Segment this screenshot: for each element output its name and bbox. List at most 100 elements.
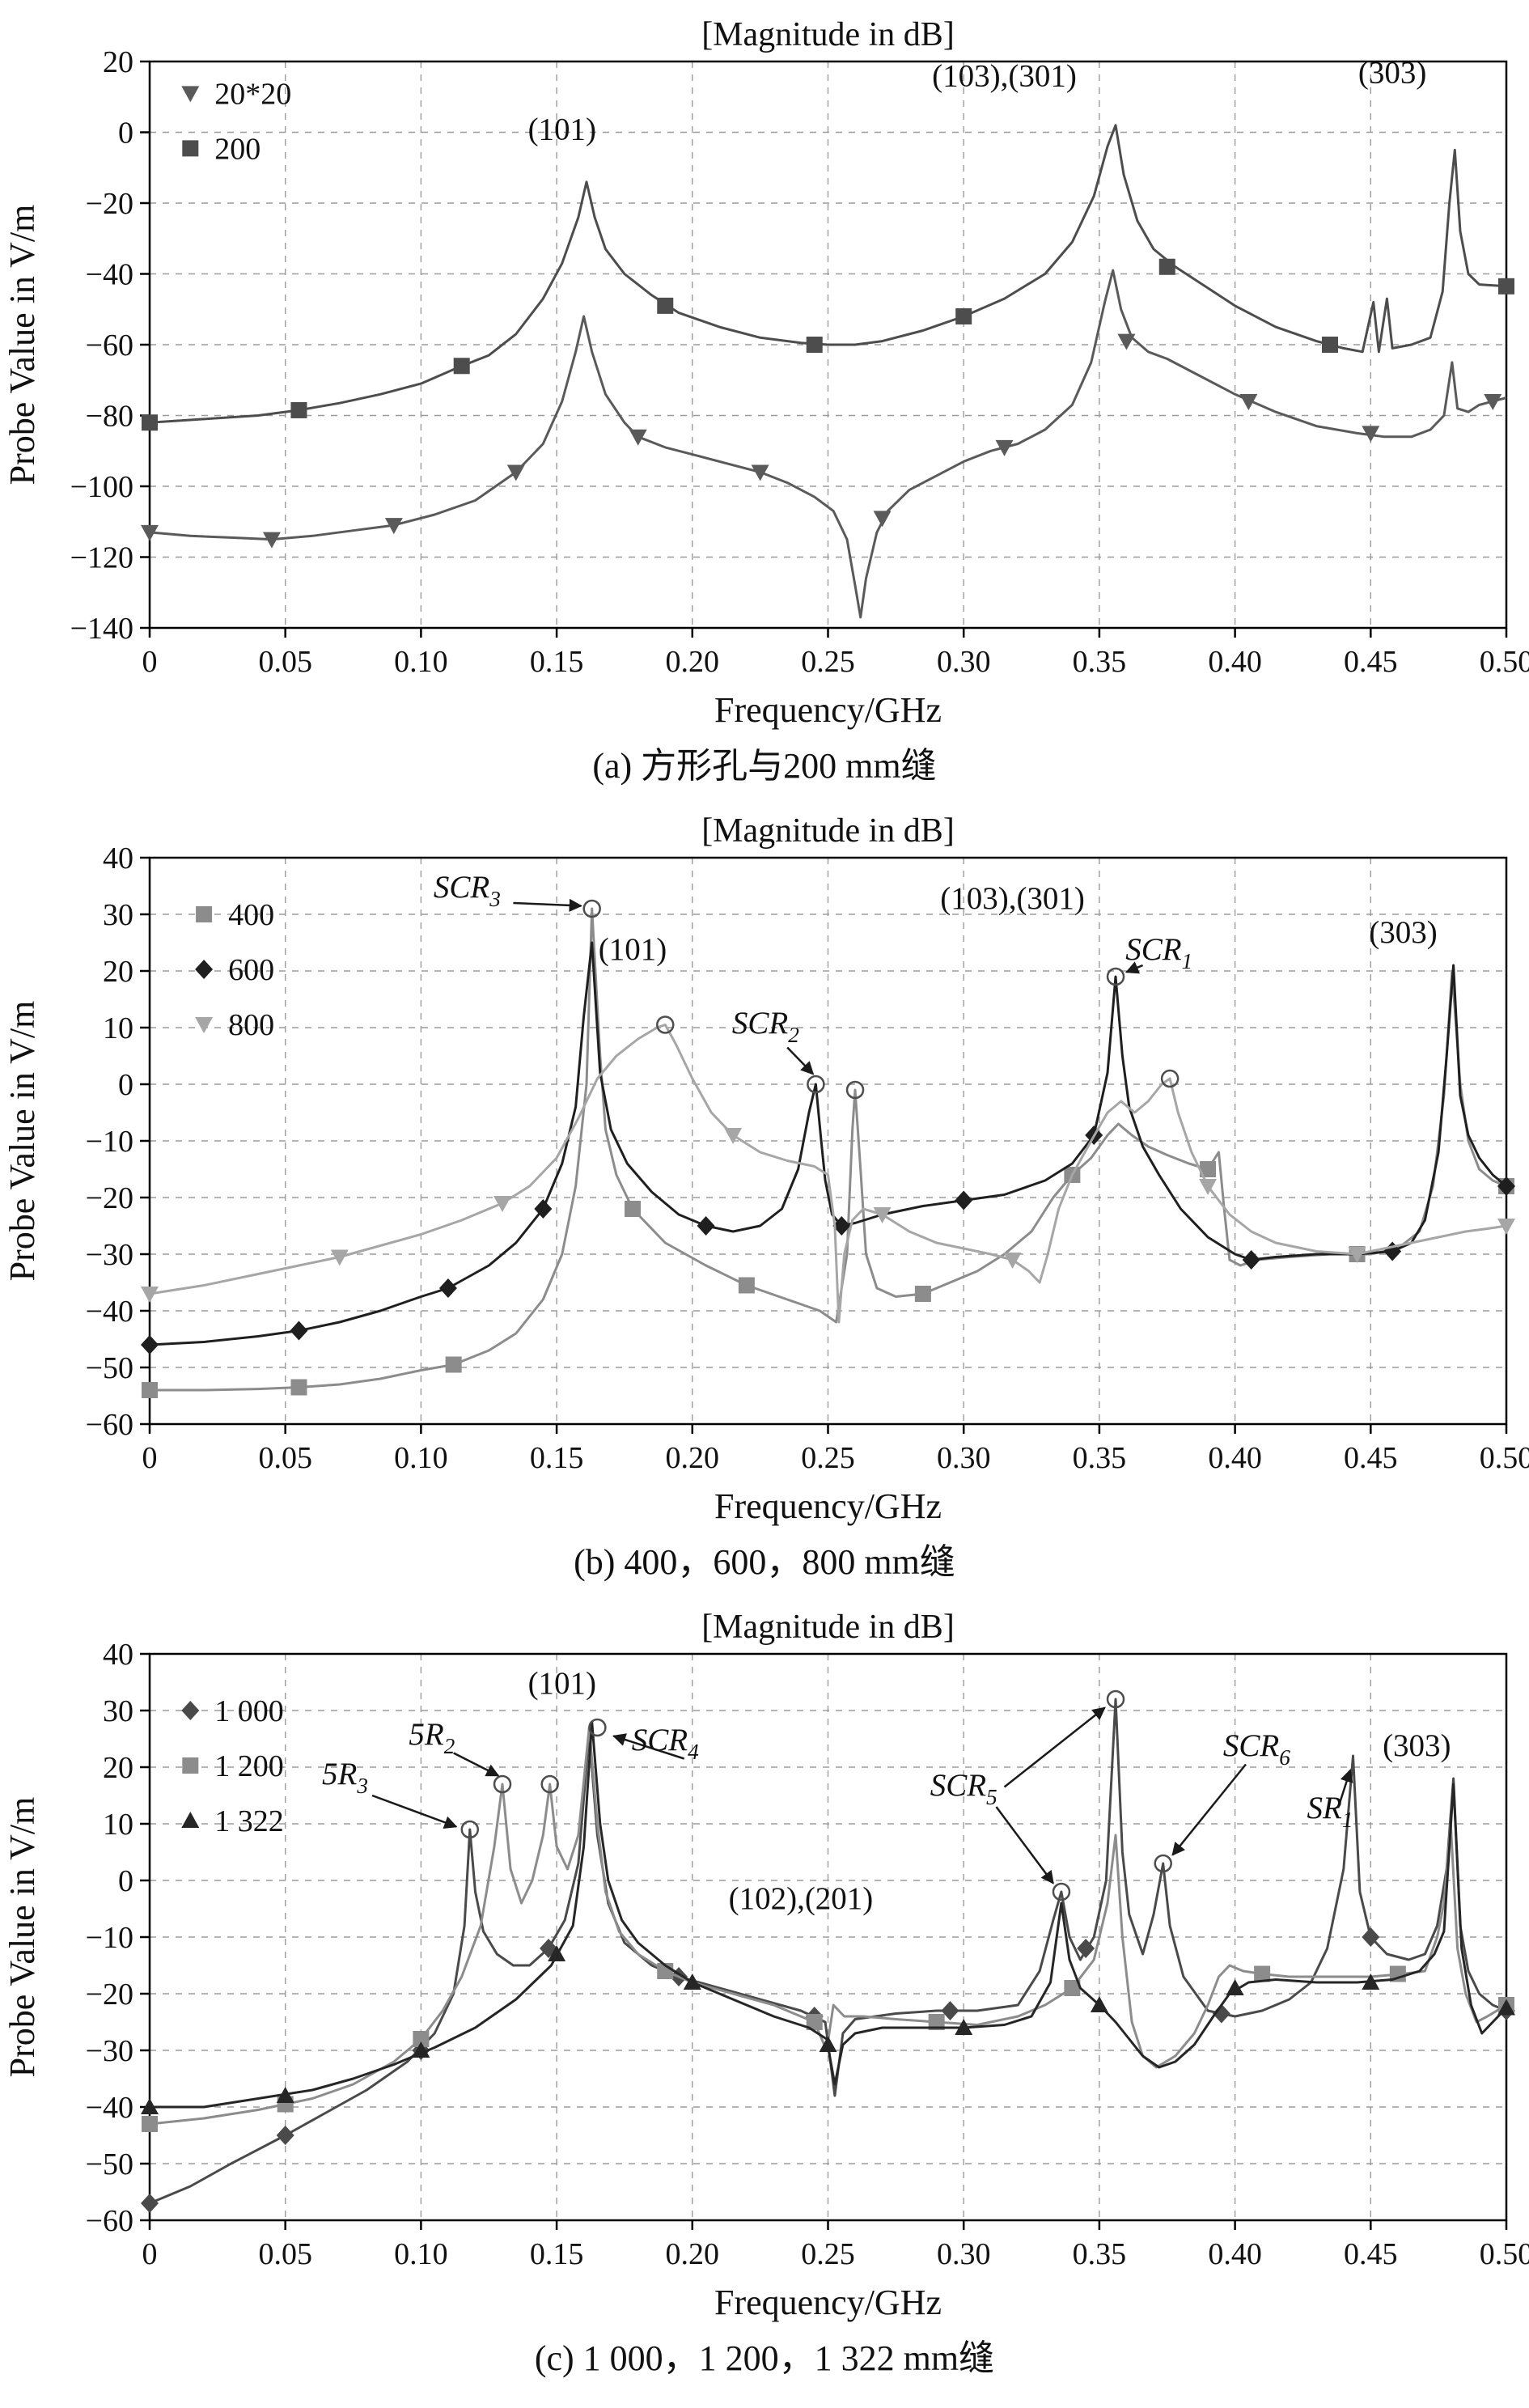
x-tick-label: 0.30 [937, 645, 991, 679]
y-tick-label: 30 [103, 1694, 133, 1728]
series-line [149, 1726, 1507, 2126]
x-tick-label: 0.50 [1480, 2237, 1529, 2271]
y-tick-label: −40 [86, 2091, 133, 2125]
annotation-label: SCR5 [930, 1768, 997, 1809]
resonance-circle-marker [493, 1774, 512, 1794]
x-tick-label: 0.15 [530, 1441, 584, 1475]
triangle-down-marker [181, 86, 200, 103]
x-tick-label: 0.50 [1480, 645, 1529, 679]
chart-b: 0 0.05 0.10 0.15 0.20 0.25 0.30 0.35 0.40 0.45 0.5… [0, 808, 1529, 1584]
x-tick-label: 0.10 [394, 1441, 448, 1475]
annotation-arrow [786, 1046, 815, 1075]
square-marker [453, 358, 470, 375]
triangle-up-marker [955, 2019, 973, 2035]
triangle-down-marker [995, 439, 1014, 456]
x-tick-label: 0.35 [1073, 2237, 1127, 2271]
legend-label: 400 [228, 898, 274, 932]
legend-label: 1 322 [214, 1804, 284, 1838]
axes: 0 0.05 0.10 0.15 0.20 0.25 0.30 0.35 0.40 0.45 0.5… [86, 1638, 1529, 2271]
x-tick-label: 0 [142, 2237, 158, 2271]
chart-a: 0 0.05 0.10 0.15 0.20 0.25 0.30 0.35 0.40 0.45 0.5… [0, 11, 1529, 788]
x-tick-label: 0.45 [1344, 1441, 1398, 1475]
series-200 [142, 124, 1514, 431]
y-axis-label: Probe Value in V/m [2, 1797, 42, 2078]
diamond-marker [1242, 1250, 1260, 1270]
annotation-arrow [513, 898, 582, 913]
triangle-down-marker [751, 464, 769, 481]
diamond-marker [290, 1321, 308, 1341]
resonance-circle-marker [540, 1774, 559, 1794]
square-marker [290, 401, 307, 418]
chart-title: [Magnitude in dB] [701, 812, 955, 850]
triangle-down-marker [493, 1196, 512, 1212]
diamond-marker [181, 1701, 200, 1720]
square-marker [1498, 278, 1514, 295]
diamond-marker [1212, 2003, 1230, 2024]
resonance-circle-marker [1160, 1069, 1180, 1088]
annotation-arrow [1125, 961, 1144, 974]
square-marker [657, 297, 674, 314]
triangle-down-marker [141, 1287, 159, 1303]
series-line [149, 941, 1507, 1346]
y-tick-label: −60 [86, 1408, 133, 1442]
legend-label: 200 [214, 132, 260, 166]
triangle-up-marker [1497, 1999, 1515, 2016]
diamond-marker [1497, 1176, 1515, 1196]
triangle-down-marker [141, 524, 159, 541]
annotation-label: SCR2 [732, 1006, 799, 1047]
x-axis-label: Frequency/GHz [714, 690, 942, 730]
annotation-arrow [1171, 1763, 1247, 1856]
triangle-up-marker [548, 1945, 566, 1961]
y-tick-label: −40 [86, 1295, 133, 1329]
annotation-label: SCR1 [1125, 932, 1192, 973]
y-tick-label: −100 [70, 470, 133, 504]
square-marker [806, 2014, 823, 2030]
square-marker [1200, 1161, 1217, 1177]
y-tick-label: −30 [86, 1238, 133, 1272]
x-tick-label: 0.05 [258, 645, 312, 679]
gridlines [150, 1654, 1506, 2220]
y-axis-label: Probe Value in V/m [2, 1001, 42, 1282]
x-tick-label: 0.15 [530, 645, 584, 679]
triangle-up-marker [1362, 1973, 1380, 1990]
x-tick-label: 0.30 [937, 1441, 991, 1475]
x-tick-label: 0.35 [1073, 645, 1127, 679]
square-marker [625, 1201, 642, 1217]
chart-title: [Magnitude in dB] [701, 1609, 955, 1646]
diamond-marker [195, 960, 214, 979]
x-tick-label: 0.10 [394, 2237, 448, 2271]
resonance-circle-marker [1154, 1854, 1172, 1873]
annotation-arrow [995, 1806, 1054, 1884]
square-marker [142, 2116, 158, 2132]
annotation-arrow [1336, 1768, 1353, 1808]
gridlines [150, 61, 1506, 628]
triangle-down-marker [1484, 394, 1502, 410]
annotation-label: (101) [599, 932, 667, 967]
triangle-down-marker [195, 1017, 214, 1033]
legend: 400 600 800 [195, 898, 274, 1042]
diamond-marker [141, 1335, 159, 1354]
y-tick-label: −30 [86, 2034, 133, 2068]
square-marker [142, 1382, 158, 1398]
series-1 322 [141, 1720, 1515, 2114]
annotation-arrow [453, 1752, 500, 1777]
diamond-marker [955, 1190, 973, 1210]
square-marker [1158, 258, 1175, 275]
y-tick-label: 10 [103, 1808, 133, 1842]
series-600 [141, 941, 1515, 1354]
series-line [149, 1024, 1507, 1324]
triangle-down-marker [873, 511, 892, 528]
x-tick-label: 0.05 [258, 2237, 312, 2271]
square-marker [182, 1757, 199, 1774]
triangle-down-marker [1003, 1253, 1022, 1269]
series-800 [141, 1024, 1515, 1324]
diamond-marker [438, 1278, 457, 1298]
square-marker [182, 140, 199, 157]
chart-a-caption: (a) 方形孔与200 mm缝 [592, 746, 937, 786]
annotation-label: (101) [528, 1666, 596, 1701]
chart-b-canvas: 0 0.05 0.10 0.15 0.20 0.25 0.30 0.35 0.40 0.45 0.5… [2, 812, 1529, 1526]
x-axis-label: Frequency/GHz [714, 1486, 942, 1526]
y-tick-label: 10 [103, 1011, 133, 1045]
annotation-arrow [612, 1733, 685, 1760]
